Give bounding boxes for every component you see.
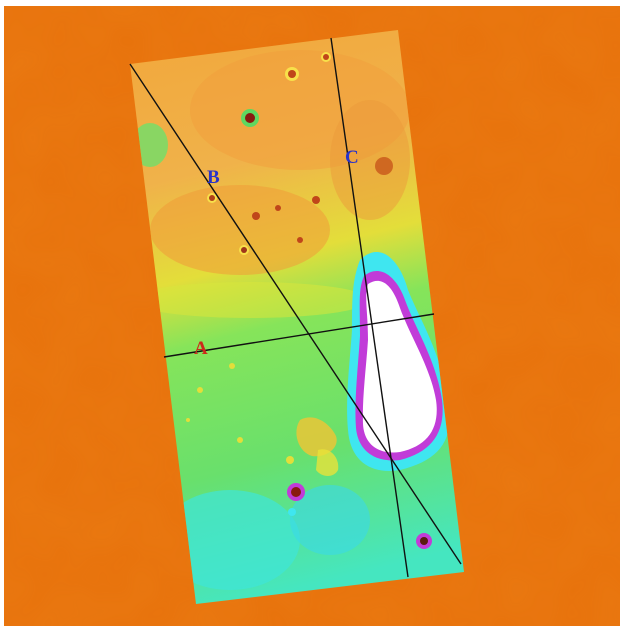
profile-label-c: C xyxy=(345,147,359,168)
profile-line-c xyxy=(330,37,409,578)
profile-label-a: A xyxy=(194,338,208,359)
profile-line-b xyxy=(129,63,462,565)
profile-line-a xyxy=(163,313,435,358)
profile-labels: A B C xyxy=(194,147,359,359)
profile-lines xyxy=(129,37,462,578)
profile-label-b: B xyxy=(207,167,220,188)
elevation-strip xyxy=(130,30,464,604)
craters xyxy=(186,52,432,549)
